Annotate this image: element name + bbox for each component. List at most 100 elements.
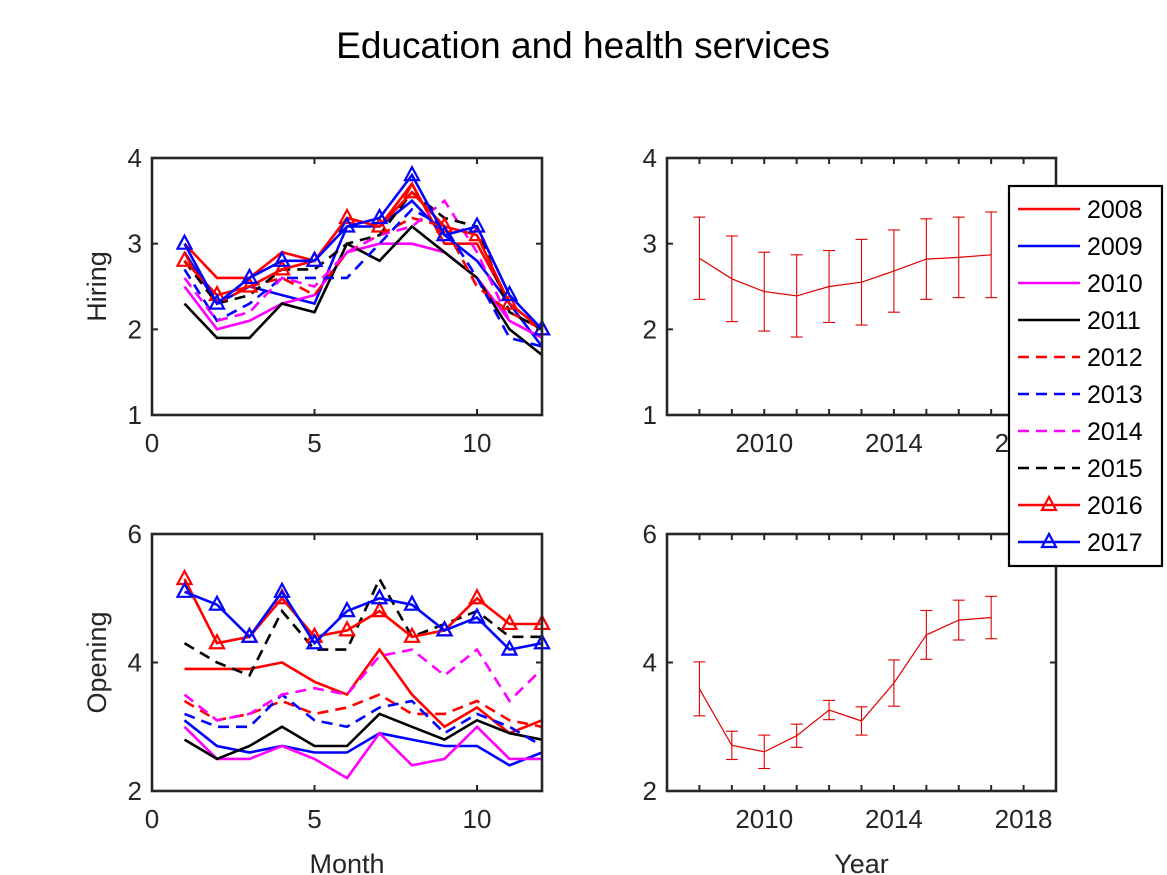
y-tick-label: 4	[643, 648, 657, 678]
series-line-2009	[183, 719, 543, 767]
series-marker-2017	[435, 224, 454, 242]
series-marker-2016	[370, 600, 389, 618]
series-marker-2017	[370, 207, 389, 225]
series-marker-2017	[370, 587, 389, 605]
panel-opening-by-year: 2010 2014 2018 2 4 6 Year	[643, 519, 1058, 875]
series-marker-2017	[468, 216, 486, 233]
plot-area	[693, 595, 998, 770]
axes-box	[150, 156, 544, 417]
series-line-2013	[184, 692, 543, 748]
legend-label: 2016	[1087, 492, 1143, 520]
series-marker-2016	[403, 626, 421, 643]
legend-item-2010: 2010	[1018, 270, 1143, 298]
x-tick-label: 2014	[865, 804, 923, 834]
legend-swatch-marker	[1040, 494, 1058, 512]
legend-label: 2014	[1087, 418, 1143, 446]
legend-item-2009: 2009	[1018, 233, 1143, 261]
series-marker-2016	[208, 284, 226, 302]
y-tick-label: 1	[128, 400, 142, 430]
panel-opening-by-month: 0 5 10 2 4 6 Opening Month	[82, 519, 551, 875]
plot-area	[175, 568, 551, 780]
x-tick-label: 2018	[995, 804, 1053, 834]
y-tick-label: 6	[643, 519, 657, 549]
series-marker-2017	[468, 607, 486, 624]
legend-item-2008: 2008	[1018, 196, 1143, 224]
x-tick-label: 10	[463, 428, 492, 458]
legend-item-2017: 2017	[1018, 529, 1143, 557]
x-tick-label: 2010	[735, 428, 793, 458]
y-tick-label: 2	[128, 314, 142, 344]
y-tick-label: 4	[643, 143, 657, 173]
x-axis-label: Month	[309, 849, 384, 875]
legend-label: 2012	[1087, 344, 1143, 372]
legend-item-2015: 2015	[1018, 455, 1143, 483]
series-marker-2016	[435, 216, 454, 233]
y-axis-label: Hiring	[82, 251, 112, 322]
mean-line	[699, 254, 992, 297]
series-marker-2017	[305, 250, 324, 267]
series-marker-2017	[175, 581, 194, 598]
series-marker-2016	[403, 181, 421, 199]
series-marker-2017	[500, 639, 519, 656]
x-tick-label: 5	[307, 804, 321, 834]
legend-label: 2008	[1087, 196, 1143, 224]
series-marker-2017	[338, 216, 356, 233]
x-tick-label: 5	[307, 428, 321, 458]
y-tick-label: 3	[128, 229, 142, 259]
series-marker-2017	[240, 267, 259, 285]
series-marker-2017	[338, 600, 356, 618]
series-marker-2017	[175, 233, 194, 250]
legend-item-2011: 2011	[1018, 307, 1141, 335]
x-tick-label: 0	[145, 428, 159, 458]
legend-box	[1007, 184, 1164, 568]
series-marker-2017	[403, 594, 421, 611]
plot-area	[693, 211, 998, 338]
series-line-2010	[183, 724, 542, 780]
series-marker-2016	[500, 293, 519, 310]
series-line-2008	[184, 647, 543, 735]
series-marker-2016	[175, 250, 194, 267]
legend-swatch-marker	[1040, 531, 1058, 549]
x-tick-label: 2010	[735, 804, 793, 834]
legend-label: 2017	[1087, 529, 1143, 557]
series-marker-2017	[240, 626, 259, 643]
series-marker-2016	[273, 259, 291, 276]
mean-line	[698, 616, 992, 753]
figure-title: Education and health services	[336, 25, 830, 66]
series-line-2013	[183, 207, 543, 348]
y-tick-label: 2	[643, 314, 657, 344]
x-tick-label: 2014	[865, 428, 923, 458]
legend-item-2012: 2012	[1018, 344, 1143, 372]
series-marker-2017	[273, 250, 291, 267]
y-tick-label: 3	[643, 229, 657, 259]
legend-item-2016: 2016	[1018, 492, 1143, 520]
series-marker-2016	[500, 613, 519, 631]
series-marker-2017	[208, 594, 226, 611]
y-axis-label: Opening	[82, 611, 112, 713]
legend-label: 2009	[1087, 233, 1143, 261]
legend-label: 2011	[1087, 307, 1141, 335]
x-tick-label: 0	[145, 804, 159, 834]
x-axis-label: Year	[834, 849, 889, 875]
series-line-2014	[183, 647, 543, 722]
y-tick-label: 2	[128, 776, 142, 806]
series-marker-2016	[468, 587, 486, 605]
y-tick-label: 4	[128, 648, 142, 678]
series-marker-2017	[273, 581, 291, 598]
panels: 0 5 10 1 2 3 4 Hiring 2010 2014 2018 1 2 3 4 0 5 10 2 4 6 Ope…	[82, 143, 1058, 875]
series-marker-2016	[370, 216, 389, 233]
series-marker-2017	[305, 632, 324, 650]
y-tick-label: 6	[128, 519, 142, 549]
y-tick-label: 4	[128, 143, 142, 173]
x-tick-label: 10	[463, 804, 492, 834]
legend-label: 2010	[1087, 270, 1143, 298]
series-marker-2017	[208, 293, 226, 310]
series-marker-2016	[338, 620, 356, 637]
legend-label: 2015	[1087, 455, 1143, 483]
panel-hiring-by-month: 0 5 10 1 2 3 4 Hiring	[82, 143, 551, 458]
legend: 2008 2009 2010 2011 2012 2013 2014 2015 2016 2017	[1007, 184, 1164, 568]
y-tick-label: 2	[643, 776, 657, 806]
y-tick-label: 1	[643, 400, 657, 430]
